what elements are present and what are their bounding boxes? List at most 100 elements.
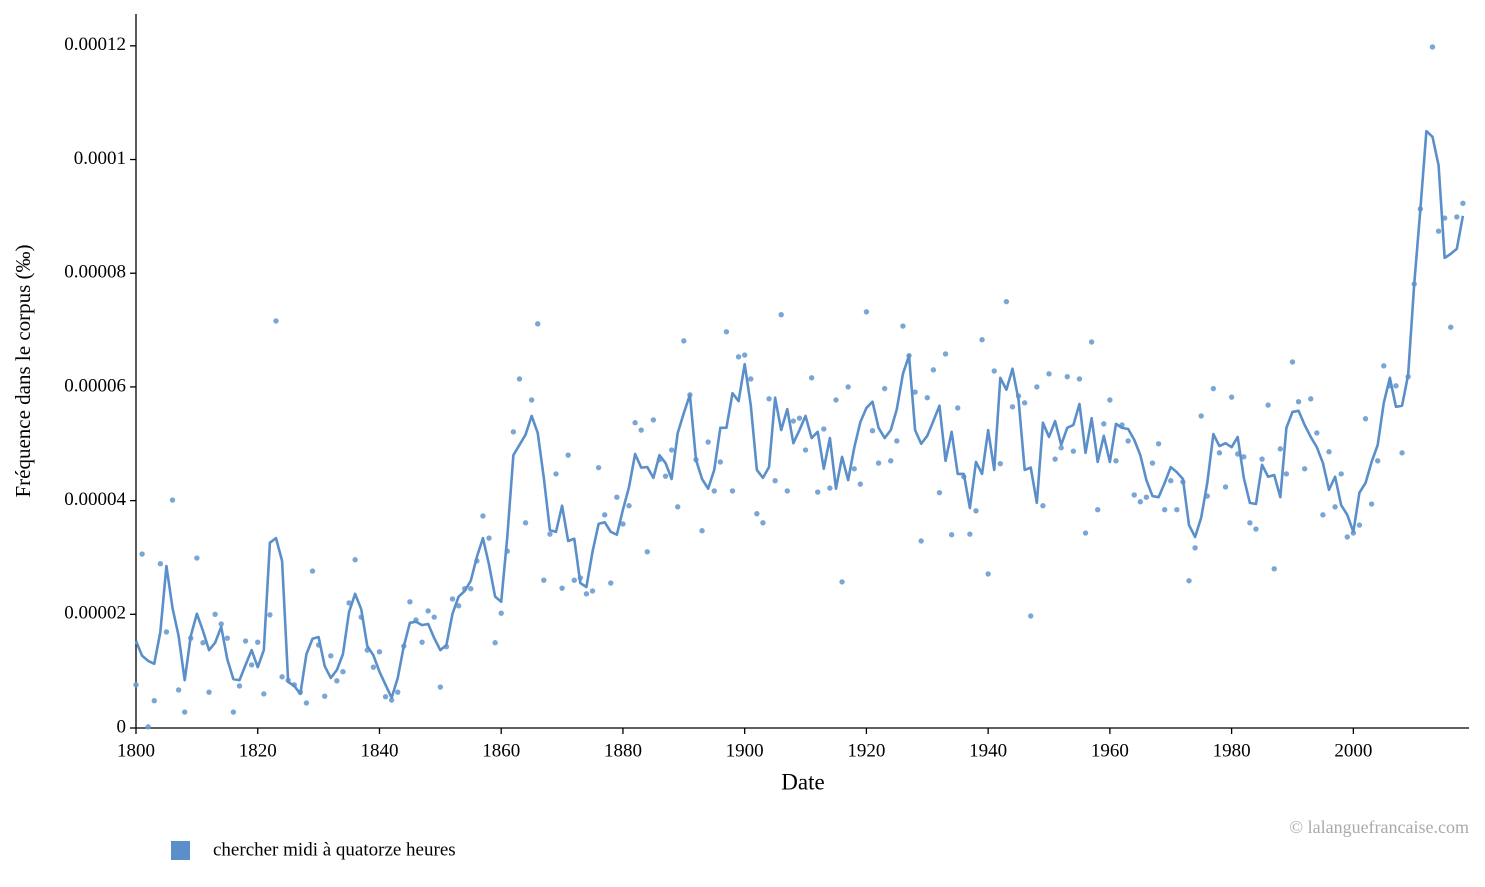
data-point [279, 674, 285, 680]
data-point [1308, 396, 1314, 402]
data-point [595, 464, 602, 471]
data-point [778, 312, 784, 318]
data-point [376, 649, 383, 655]
data-point [236, 683, 243, 689]
legend-swatch [171, 841, 190, 860]
data-point [1314, 430, 1320, 436]
data-point [1399, 450, 1405, 456]
data-point [760, 520, 766, 526]
data-point [1082, 530, 1089, 536]
data-point [528, 397, 535, 403]
data-point [486, 535, 492, 541]
data-point [340, 669, 346, 675]
data-point [833, 397, 839, 403]
data-point [894, 438, 900, 444]
data-point [157, 561, 164, 567]
data-point [967, 531, 973, 537]
data-point [1028, 613, 1034, 619]
data-point [754, 510, 760, 517]
data-point [1125, 438, 1131, 444]
y-tick-label: 0.0001 [74, 148, 126, 169]
data-point [839, 579, 845, 585]
data-point [1277, 446, 1284, 452]
data-point [547, 531, 553, 537]
data-point [851, 466, 857, 472]
data-point [1088, 339, 1095, 345]
data-point [1362, 416, 1369, 422]
data-point [559, 585, 565, 591]
data-point [553, 471, 559, 477]
data-point [1155, 441, 1162, 447]
data-point [145, 724, 151, 730]
data-point [541, 577, 547, 583]
data-point [388, 697, 395, 703]
x-tick-label: 1940 [969, 740, 1007, 761]
data-point [1009, 404, 1016, 410]
data-point [881, 385, 888, 392]
data-point [583, 591, 590, 597]
data-point [1344, 534, 1350, 540]
data-point [1046, 371, 1052, 377]
data-point [273, 318, 279, 324]
data-point [614, 494, 620, 500]
y-axis-label: Fréquence dans le corpus (‰) [11, 244, 35, 497]
data-point [1228, 394, 1235, 400]
data-point [802, 447, 809, 453]
x-tick-label: 2000 [1334, 740, 1372, 761]
data-point [675, 504, 681, 510]
data-point [200, 640, 206, 646]
data-point [321, 693, 328, 699]
data-point [985, 571, 991, 577]
data-point [1429, 44, 1436, 50]
data-point [1368, 501, 1375, 507]
data-point [942, 351, 949, 357]
data-point [948, 532, 955, 538]
x-tick-label: 1860 [482, 740, 520, 761]
y-tick-label: 0.00012 [64, 34, 126, 55]
data-point [407, 599, 413, 605]
data-point [924, 395, 930, 401]
data-point [1393, 383, 1399, 389]
data-point [1070, 448, 1077, 454]
data-point [255, 639, 261, 645]
data-point [662, 473, 669, 479]
data-point [821, 426, 827, 432]
data-point [808, 375, 815, 381]
data-point [1161, 507, 1168, 513]
data-point [1338, 471, 1344, 477]
data-point [449, 596, 456, 602]
data-point [748, 376, 754, 382]
data-point [608, 580, 614, 586]
data-point [900, 323, 906, 329]
data-point [1021, 400, 1028, 406]
data-point [1283, 471, 1290, 477]
y-tick-label: 0 [117, 716, 127, 737]
data-point [973, 508, 979, 514]
x-tick-label: 1980 [1213, 740, 1251, 761]
data-point [1435, 228, 1442, 234]
data-point [212, 611, 218, 618]
x-tick-label: 1820 [239, 740, 277, 761]
data-point [309, 568, 316, 574]
data-point [510, 429, 517, 435]
data-point [267, 612, 273, 618]
data-point [480, 513, 486, 519]
data-point [1186, 578, 1192, 584]
data-point [261, 691, 267, 697]
data-point [918, 538, 924, 544]
data-point [1113, 458, 1119, 464]
data-point [1040, 503, 1046, 509]
data-point [1356, 522, 1363, 528]
data-point [638, 427, 644, 433]
data-point [912, 389, 918, 395]
data-point [668, 447, 675, 453]
y-tick-label: 0.00006 [64, 375, 126, 396]
data-point [1052, 456, 1058, 462]
data-point [681, 338, 687, 344]
x-tick-label: 1840 [360, 740, 398, 761]
data-point [468, 586, 474, 592]
data-point [230, 709, 237, 715]
data-point [620, 521, 626, 527]
data-point [334, 678, 340, 684]
data-point [979, 337, 985, 343]
